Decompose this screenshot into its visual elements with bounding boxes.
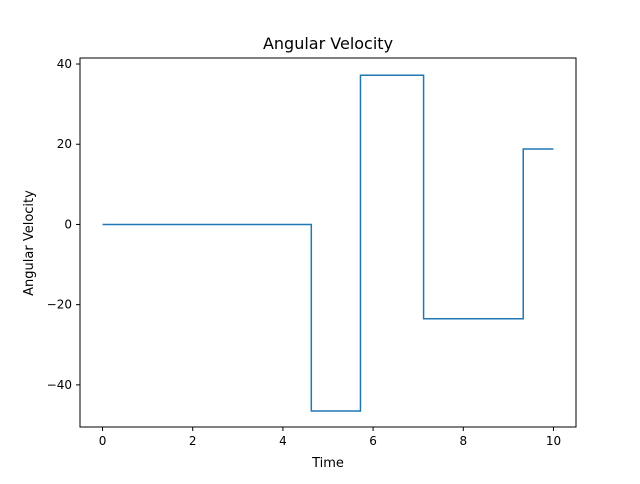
x-tick-label: 6 — [369, 434, 377, 448]
x-tick-label: 4 — [279, 434, 287, 448]
y-tick-label: 40 — [57, 57, 72, 71]
y-tick-label: −40 — [47, 378, 72, 392]
plot-frame — [79, 57, 577, 428]
axis-ticks: 0 2 4 6 8 10 −40 −20 0 20 40 — [47, 57, 561, 448]
y-axis-label: Angular Velocity — [22, 190, 37, 296]
x-axis-label: Time — [311, 456, 344, 471]
x-tick-label: 10 — [546, 434, 561, 448]
data-series — [102, 74, 554, 412]
x-tick-label: 8 — [459, 434, 467, 448]
y-tick-label: −20 — [47, 298, 72, 312]
y-tick-label: 20 — [57, 137, 72, 151]
series-line — [102, 74, 554, 412]
x-tick-label: 0 — [99, 434, 107, 448]
y-tick-label: 0 — [64, 217, 72, 231]
chart-title: Angular Velocity — [263, 34, 393, 53]
x-tick-label: 2 — [189, 434, 197, 448]
